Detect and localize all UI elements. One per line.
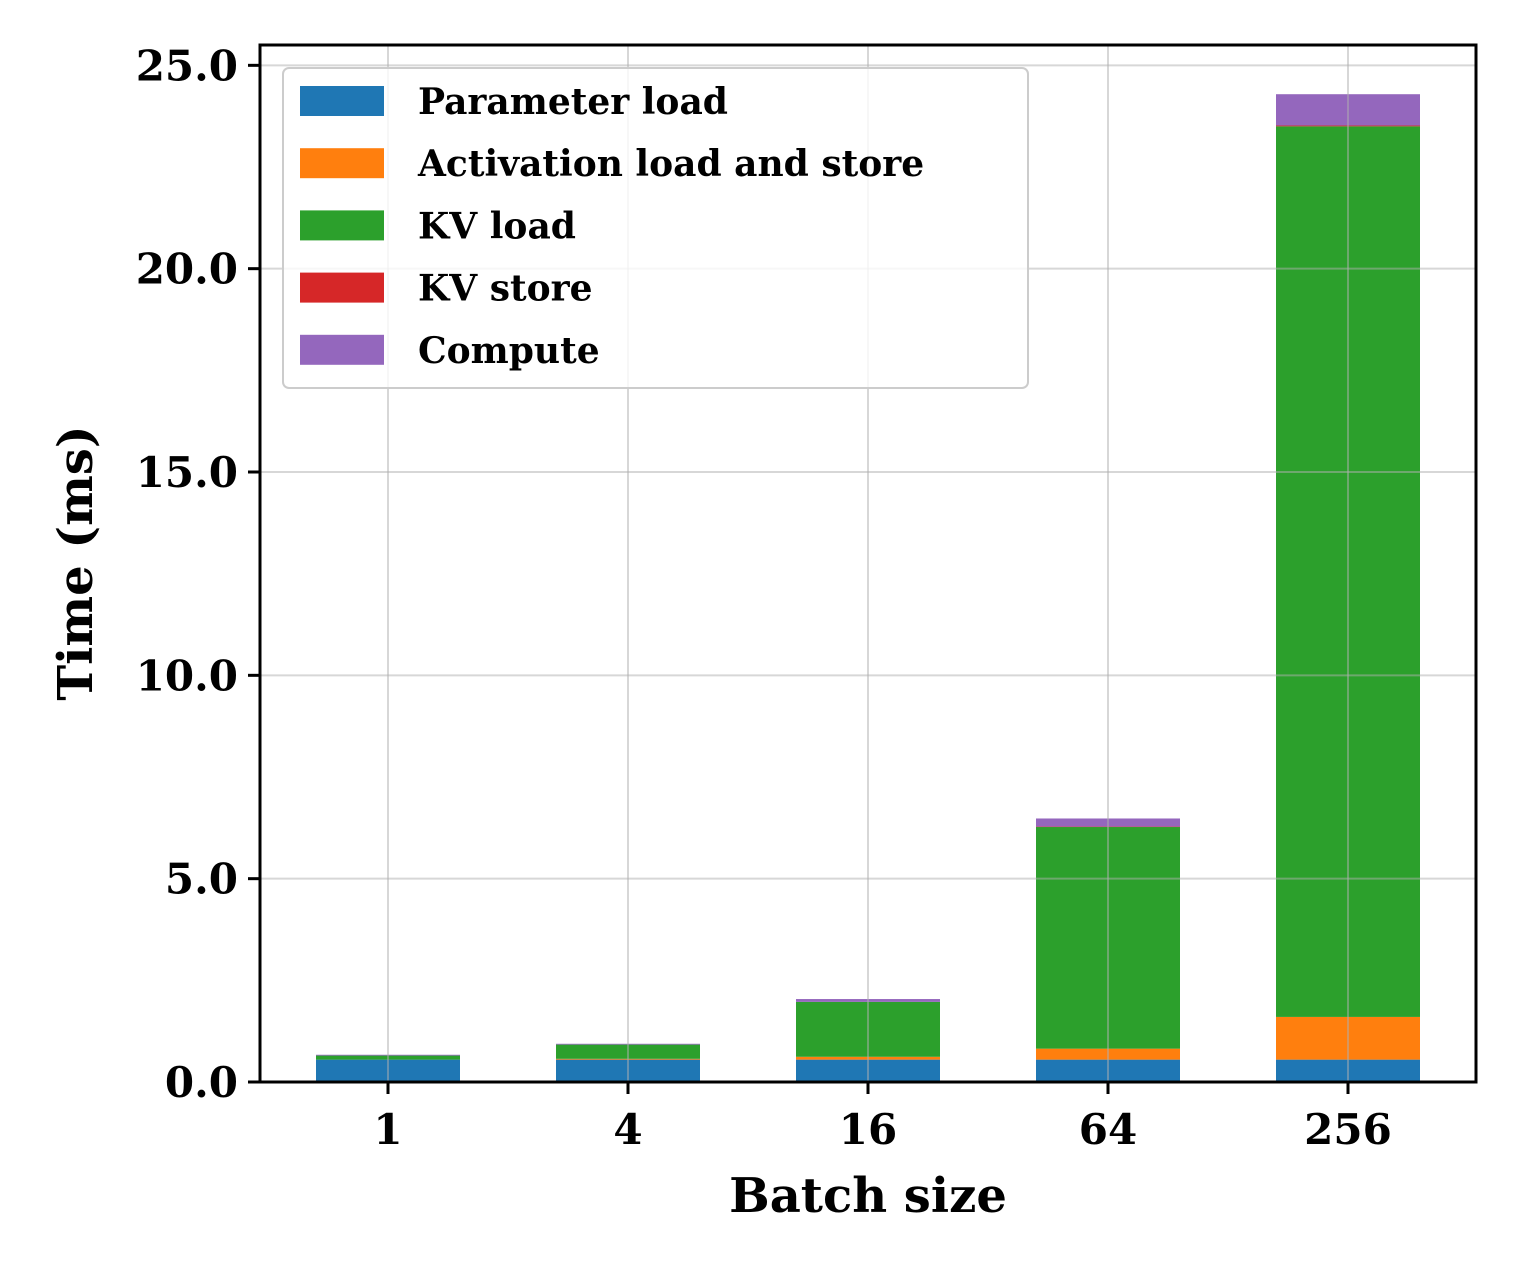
x-tick-label: 16	[839, 1105, 897, 1154]
legend-swatch	[300, 334, 384, 365]
y-tick-label: 0.0	[165, 1058, 238, 1107]
legend-swatch	[300, 210, 384, 241]
x-axis-ticks: 1 4 16 64 256	[373, 1082, 1392, 1154]
y-axis-title: Time (ms)	[48, 425, 104, 700]
legend-label: Activation load and store	[417, 143, 924, 185]
y-axis-ticks: 0.0 5.0 10.0 15.0 20.0 25.0	[136, 41, 260, 1107]
x-tick-label: 4	[613, 1105, 642, 1154]
y-tick-label: 20.0	[136, 245, 238, 294]
x-tick-label: 64	[1079, 1105, 1137, 1154]
legend: Parameter load Activation load and store K…	[282, 67, 1029, 389]
legend-swatch	[300, 272, 384, 303]
legend-label: Parameter load	[418, 81, 728, 123]
legend-swatch	[300, 148, 384, 179]
legend-box	[282, 67, 1029, 389]
x-tick-label: 1	[373, 1105, 402, 1154]
legend-label: KV load	[418, 205, 576, 247]
y-tick-label: 25.0	[136, 41, 238, 90]
legend-label: Compute	[418, 330, 600, 372]
x-tick-label: 256	[1304, 1105, 1392, 1154]
x-axis-title: Batch size	[729, 1168, 1007, 1224]
legend-swatch	[300, 86, 384, 116]
y-tick-label: 5.0	[165, 855, 238, 904]
y-tick-label: 15.0	[136, 448, 238, 497]
y-tick-label: 10.0	[136, 651, 238, 700]
legend-label: KV store	[418, 268, 593, 310]
